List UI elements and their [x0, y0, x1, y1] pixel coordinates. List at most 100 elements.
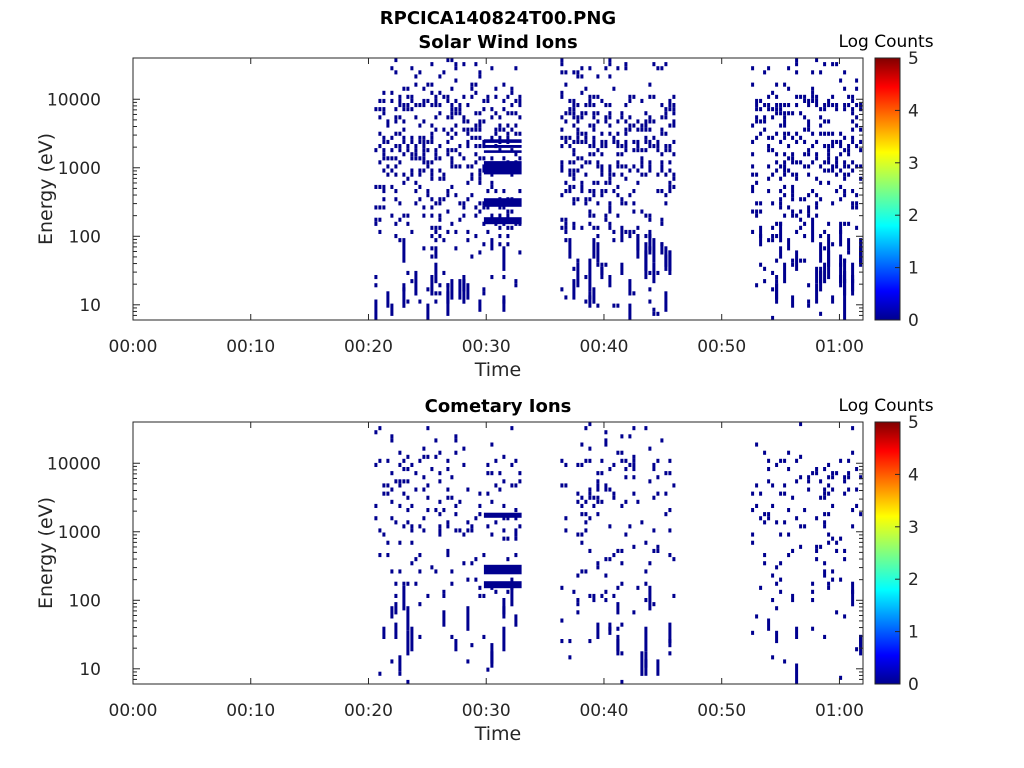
- heatmap-cell: [751, 66, 755, 71]
- heatmap-cell: [410, 152, 414, 157]
- heatmap-cell: [374, 283, 378, 288]
- heatmap-cell: [644, 127, 648, 132]
- heatmap-cell: [596, 94, 600, 99]
- y-tick-label: 1000: [58, 523, 101, 543]
- heatmap-cell: [514, 532, 518, 537]
- heatmap-cell: [422, 246, 426, 251]
- heatmap-cell: [514, 536, 518, 541]
- heatmap-cell: [410, 524, 414, 529]
- heatmap-cell: [474, 123, 478, 128]
- heatmap-cell: [394, 622, 398, 639]
- heatmap-cell: [462, 561, 466, 566]
- heatmap-cell: [835, 610, 839, 615]
- heatmap-cell: [652, 528, 656, 533]
- heatmap-cell: [406, 144, 410, 149]
- heatmap-cell: [600, 172, 604, 177]
- heatmap-cell: [664, 193, 668, 198]
- heatmap-cell: [815, 98, 819, 103]
- heatmap-cell: [402, 283, 406, 308]
- heatmap-cell: [580, 74, 584, 79]
- heatmap-cell: [660, 242, 664, 247]
- heatmap-cell: [779, 139, 783, 144]
- heatmap-cell: [560, 144, 564, 149]
- x-axis-label-cometary: Time: [474, 723, 522, 745]
- heatmap-cell: [434, 201, 438, 206]
- heatmap-cell: [398, 462, 402, 467]
- heatmap-cell: [616, 152, 620, 157]
- heatmap-cell: [454, 434, 458, 439]
- heatmap-cell: [608, 557, 612, 562]
- heatmap-cell: [624, 62, 628, 67]
- heatmap-cell: [564, 516, 568, 521]
- colorbar-tick-label: 4: [908, 101, 919, 121]
- heatmap-cell: [514, 123, 518, 128]
- heatmap-cell: [632, 229, 636, 234]
- heatmap-cell: [795, 458, 799, 463]
- heatmap-cell: [604, 115, 608, 120]
- heatmap-cell: [835, 540, 839, 545]
- heatmap-cell: [482, 291, 486, 296]
- heatmap-cell: [438, 74, 442, 79]
- heatmap-cell: [422, 213, 426, 218]
- heatmap-cell: [648, 229, 652, 255]
- heatmap-cell: [787, 144, 791, 149]
- heatmap-cell: [795, 139, 799, 144]
- heatmap-cell: [514, 528, 518, 533]
- heatmap-cell: [608, 103, 612, 108]
- heatmap-cell: [644, 250, 648, 271]
- heatmap-cell: [564, 135, 568, 140]
- heatmap-cell: [438, 524, 442, 529]
- heatmap-cell: [406, 176, 410, 181]
- heatmap-cell: [628, 462, 632, 467]
- heatmap-cell: [474, 135, 478, 140]
- axis-ticks-solar-wind: 00:00 00:10 00:20 00:30 00:40 00:50 01:0010100…: [47, 58, 864, 357]
- heatmap-cell: [847, 238, 851, 251]
- heatmap-cell: [514, 283, 518, 288]
- heatmap-cell: [759, 119, 763, 124]
- heatmap-cell: [620, 458, 624, 463]
- heatmap-cell: [811, 144, 815, 149]
- heatmap-cell: [422, 168, 426, 173]
- heatmap-cell: [382, 184, 386, 189]
- colorbar-tick-label: 1: [908, 259, 919, 279]
- heatmap-cell: [588, 152, 592, 157]
- heatmap-cell: [588, 197, 592, 202]
- heatmap-cell: [482, 107, 486, 112]
- heatmap-cell: [576, 602, 580, 607]
- heatmap-cell: [518, 479, 522, 484]
- heatmap-cell: [510, 148, 514, 153]
- heatmap-cell: [775, 160, 779, 165]
- heatmap-cell: [831, 201, 835, 206]
- heatmap-cell: [660, 164, 664, 169]
- heatmap-cell: [839, 197, 843, 202]
- heatmap-cell: [478, 585, 482, 590]
- heatmap-cell: [462, 205, 466, 210]
- heatmap-cell: [656, 491, 660, 496]
- heatmap-cell: [454, 438, 458, 443]
- heatmap-cell: [462, 119, 466, 124]
- heatmap-cell: [498, 205, 502, 210]
- heatmap-cell: [648, 561, 652, 566]
- heatmap-cell: [660, 221, 664, 226]
- heatmap-cell: [803, 127, 807, 132]
- heatmap-cell: [851, 127, 855, 132]
- heatmap-cell: [494, 86, 498, 91]
- heatmap-cell: [454, 528, 458, 533]
- heatmap-cell: [588, 516, 592, 521]
- heatmap-cell: [775, 103, 779, 108]
- heatmap-cell: [446, 487, 450, 492]
- heatmap-cell: [486, 524, 490, 529]
- heatmap-cell: [608, 221, 612, 226]
- heatmap-cell: [771, 315, 775, 320]
- heatmap-cell: [664, 246, 668, 267]
- heatmap-cell: [799, 225, 803, 230]
- heatmap-cell: [422, 156, 426, 161]
- heatmap-cell: [580, 111, 584, 116]
- heatmap-cell: [592, 193, 596, 198]
- heatmap-cell: [478, 201, 482, 206]
- heatmap-cell: [759, 131, 763, 136]
- heatmap-cell: [438, 144, 442, 149]
- heatmap-cell: [759, 201, 763, 206]
- heatmap-cell: [751, 209, 755, 214]
- heatmap-cell: [438, 283, 442, 288]
